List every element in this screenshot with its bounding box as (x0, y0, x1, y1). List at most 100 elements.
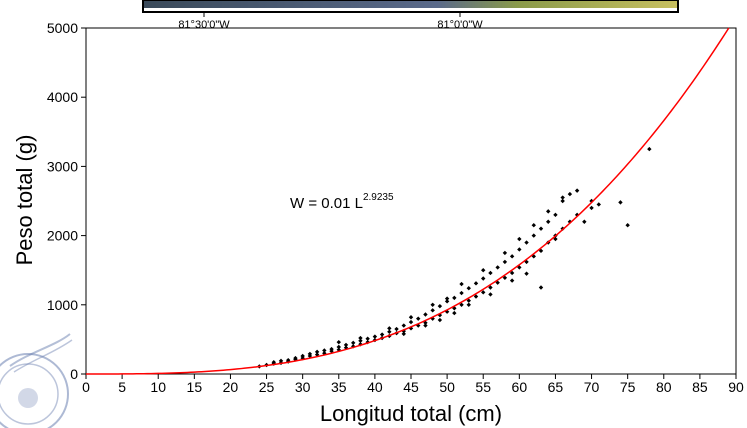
y-tick-label: 5000 (47, 20, 78, 36)
data-point (423, 312, 428, 317)
x-tick-label: 20 (223, 379, 239, 395)
data-point (293, 355, 298, 361)
data-point (452, 310, 457, 316)
data-point (574, 212, 580, 218)
data-point (553, 236, 558, 242)
data-point (481, 290, 486, 295)
data-point (408, 315, 414, 320)
data-point (365, 336, 370, 341)
data-point (538, 285, 544, 290)
data-point (502, 250, 508, 256)
data-point (322, 348, 327, 353)
data-point (401, 323, 406, 328)
data-point (358, 338, 363, 343)
data-point (314, 349, 320, 355)
data-point (336, 344, 341, 350)
data-point (444, 296, 450, 301)
x-axis-title: Longitud total (cm) (320, 401, 502, 426)
x-tick-label: 40 (367, 379, 383, 395)
data-point (271, 360, 276, 365)
data-point (574, 188, 580, 193)
data-point (596, 202, 601, 207)
data-point (387, 329, 392, 334)
data-point (459, 290, 464, 296)
x-tick-label: 45 (403, 379, 419, 395)
data-point (444, 299, 450, 304)
data-point (625, 223, 630, 228)
x-tick-label: 85 (692, 379, 708, 395)
data-point (531, 223, 536, 228)
data-point (336, 339, 341, 345)
data-point (307, 351, 313, 357)
data-point (524, 240, 529, 245)
data-point (351, 340, 356, 346)
data-point (502, 259, 508, 265)
y-tick-label: 3000 (47, 158, 78, 174)
y-tick-label: 0 (70, 366, 78, 382)
data-point (473, 294, 479, 299)
data-point (408, 319, 414, 325)
data-point (481, 268, 486, 273)
data-point (488, 285, 493, 290)
data-point (582, 219, 587, 224)
data-point (329, 346, 334, 352)
x-tick-label: 5 (118, 379, 126, 395)
x-tick-label: 15 (187, 379, 203, 395)
x-tick-label: 60 (512, 379, 528, 395)
data-point (437, 303, 443, 309)
data-point (567, 191, 573, 197)
data-point (560, 198, 565, 204)
data-point (531, 254, 536, 259)
y-tick-label: 4000 (47, 89, 78, 105)
data-point (401, 331, 406, 337)
data-point (560, 195, 565, 200)
data-point (372, 334, 378, 339)
y-axis-title: Peso total (g) (12, 135, 37, 266)
data-point (531, 233, 536, 238)
data-point (502, 275, 508, 281)
x-tick-label: 90 (728, 379, 744, 395)
data-point (524, 271, 529, 276)
data-point (538, 226, 544, 231)
equation-annotation: W = 0.01 L2.9235 (290, 192, 394, 212)
data-point (509, 278, 515, 283)
data-point (430, 308, 435, 313)
data-point (488, 270, 493, 276)
data-point (437, 317, 443, 323)
data-point (589, 205, 594, 211)
map-frame (142, 0, 679, 13)
data-point (466, 302, 471, 307)
data-point (473, 281, 479, 286)
institution-seal (0, 333, 73, 428)
data-point (546, 219, 551, 224)
data-point (459, 302, 464, 307)
x-tick-label: 50 (439, 379, 455, 395)
data-point (553, 212, 558, 218)
data-point (459, 281, 464, 287)
x-tick-label: 0 (82, 379, 90, 395)
data-point (387, 326, 392, 331)
data-point (495, 265, 500, 270)
data-point (509, 254, 515, 259)
data-point (618, 200, 623, 205)
x-tick-label: 75 (620, 379, 636, 395)
data-point (466, 285, 471, 291)
x-tick-label: 30 (295, 379, 311, 395)
data-point (430, 302, 435, 307)
data-point (546, 209, 551, 214)
y-tick-label: 1000 (47, 297, 78, 313)
data-point (358, 335, 363, 341)
data-point (300, 353, 305, 359)
x-tick-label: 35 (331, 379, 347, 395)
y-tick-label: 2000 (47, 228, 78, 244)
data-point (379, 332, 385, 337)
data-point (517, 236, 522, 242)
data-point (466, 298, 471, 303)
x-tick-label: 65 (548, 379, 564, 395)
data-point (286, 357, 291, 363)
data-point (452, 295, 457, 301)
data-point (343, 342, 349, 348)
x-tick-label: 25 (259, 379, 275, 395)
data-point (488, 292, 493, 297)
